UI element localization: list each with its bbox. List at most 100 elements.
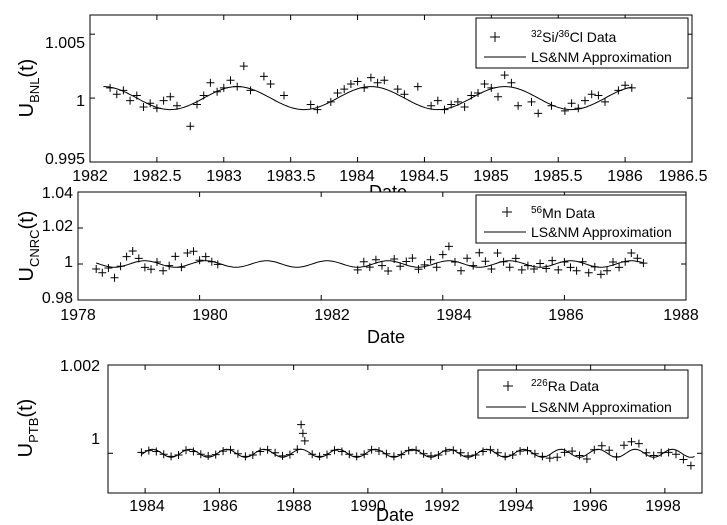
data-point	[440, 105, 449, 114]
data-points-cnrc	[92, 242, 648, 282]
data-point	[568, 447, 577, 456]
x-tick-label: 1988	[276, 498, 312, 515]
data-point	[204, 451, 213, 460]
data-point	[449, 446, 458, 455]
legend-cnrc: 56Mn Data LS&NM Approximation	[475, 194, 687, 244]
data-point	[614, 86, 623, 95]
y-axis-label: UPTB(t)	[15, 399, 41, 458]
y-axis-label-suffix: (t)	[16, 211, 38, 230]
x-tick-label: 1986	[548, 307, 584, 324]
data-point	[189, 447, 198, 456]
y-tick-label: 1	[76, 93, 85, 110]
data-point	[352, 452, 361, 461]
data-point	[538, 452, 547, 461]
data-point	[367, 445, 376, 454]
data-point	[315, 452, 324, 461]
data-point	[183, 249, 192, 257]
data-point	[132, 91, 141, 100]
legend-mid: Si/	[542, 29, 558, 45]
data-point	[547, 101, 556, 110]
data-point	[98, 268, 107, 277]
axis-ticks-ptb	[108, 364, 702, 493]
data-point	[408, 254, 417, 263]
data-point	[508, 451, 517, 459]
data-point	[373, 78, 382, 87]
data-point	[189, 247, 198, 256]
data-point	[241, 452, 250, 461]
x-axis-label: Date	[367, 327, 405, 347]
data-point	[173, 101, 181, 110]
data-point	[463, 254, 472, 263]
data-point	[587, 90, 596, 99]
data-point	[460, 103, 469, 111]
data-point	[627, 249, 636, 257]
y-tick-label: 0.995	[45, 151, 85, 168]
legend-fit-label: LS&NM Approximation	[531, 49, 672, 65]
data-point	[297, 420, 306, 429]
data-point	[560, 106, 569, 115]
data-point	[239, 62, 248, 71]
data-point	[426, 255, 435, 264]
data-point	[159, 450, 168, 459]
data-point	[590, 262, 599, 271]
legend-sup-2: 36	[558, 29, 570, 40]
x-tick-label: 1984	[436, 307, 472, 324]
data-point	[126, 96, 135, 105]
data-point	[523, 446, 532, 455]
data-point	[596, 270, 605, 279]
panel-ptb: 1984 1986 1988 1990 1992 1994 1996 1998 …	[15, 358, 703, 525]
data-point	[474, 89, 482, 97]
data-point	[479, 447, 487, 456]
data-point	[433, 96, 442, 105]
x-tick-label: 1986.5	[659, 168, 708, 185]
y-axis-label-suffix: (t)	[15, 399, 37, 418]
legend-end: Cl Data	[570, 29, 617, 45]
data-point	[375, 447, 383, 456]
data-point	[226, 76, 235, 85]
y-axis-label-suffix: (t)	[16, 59, 38, 78]
data-point	[574, 104, 583, 113]
data-point	[420, 260, 429, 269]
x-tick-label: 1992	[424, 498, 460, 515]
data-point	[248, 451, 257, 459]
y-axis-label: UCNRC(t)	[16, 211, 42, 282]
data-point	[359, 257, 368, 266]
data-point	[679, 455, 688, 464]
data-point	[256, 447, 265, 456]
data-point	[371, 255, 380, 264]
data-point	[263, 445, 272, 454]
x-tick-label: 1984	[339, 168, 375, 185]
data-point	[427, 101, 436, 110]
legend-sup-1: 32	[531, 29, 543, 40]
data-point	[451, 258, 459, 266]
data-point	[147, 265, 155, 274]
data-point	[542, 264, 551, 273]
data-point	[514, 101, 523, 110]
data-point	[196, 450, 205, 459]
data-point	[634, 439, 643, 448]
x-tick-label: 1988	[663, 307, 699, 324]
data-point	[627, 437, 636, 446]
x-tick-label: 1984	[129, 498, 165, 515]
data-point	[487, 83, 496, 92]
y-axis-label-sub: CNRC	[27, 229, 42, 267]
legend-ptb: 226Ra Data LS&NM Approximation	[477, 369, 689, 419]
data-point	[278, 451, 287, 460]
data-point	[432, 263, 441, 272]
data-point	[603, 266, 611, 275]
data-point	[612, 452, 621, 461]
data-point	[330, 446, 339, 455]
x-tick-label: 1986	[607, 168, 643, 185]
data-point	[594, 91, 603, 100]
data-point	[271, 448, 280, 457]
legend-plus-marker	[502, 207, 512, 217]
data-point	[493, 448, 502, 457]
data-point	[486, 445, 495, 454]
y-axis-label-main: U	[15, 443, 37, 457]
x-tick-label: 1982.5	[133, 168, 182, 185]
data-point	[511, 254, 520, 263]
data-point	[523, 261, 532, 270]
y-axis-label: UBNL(t)	[16, 59, 42, 118]
x-tick-label: 1982	[314, 307, 350, 324]
